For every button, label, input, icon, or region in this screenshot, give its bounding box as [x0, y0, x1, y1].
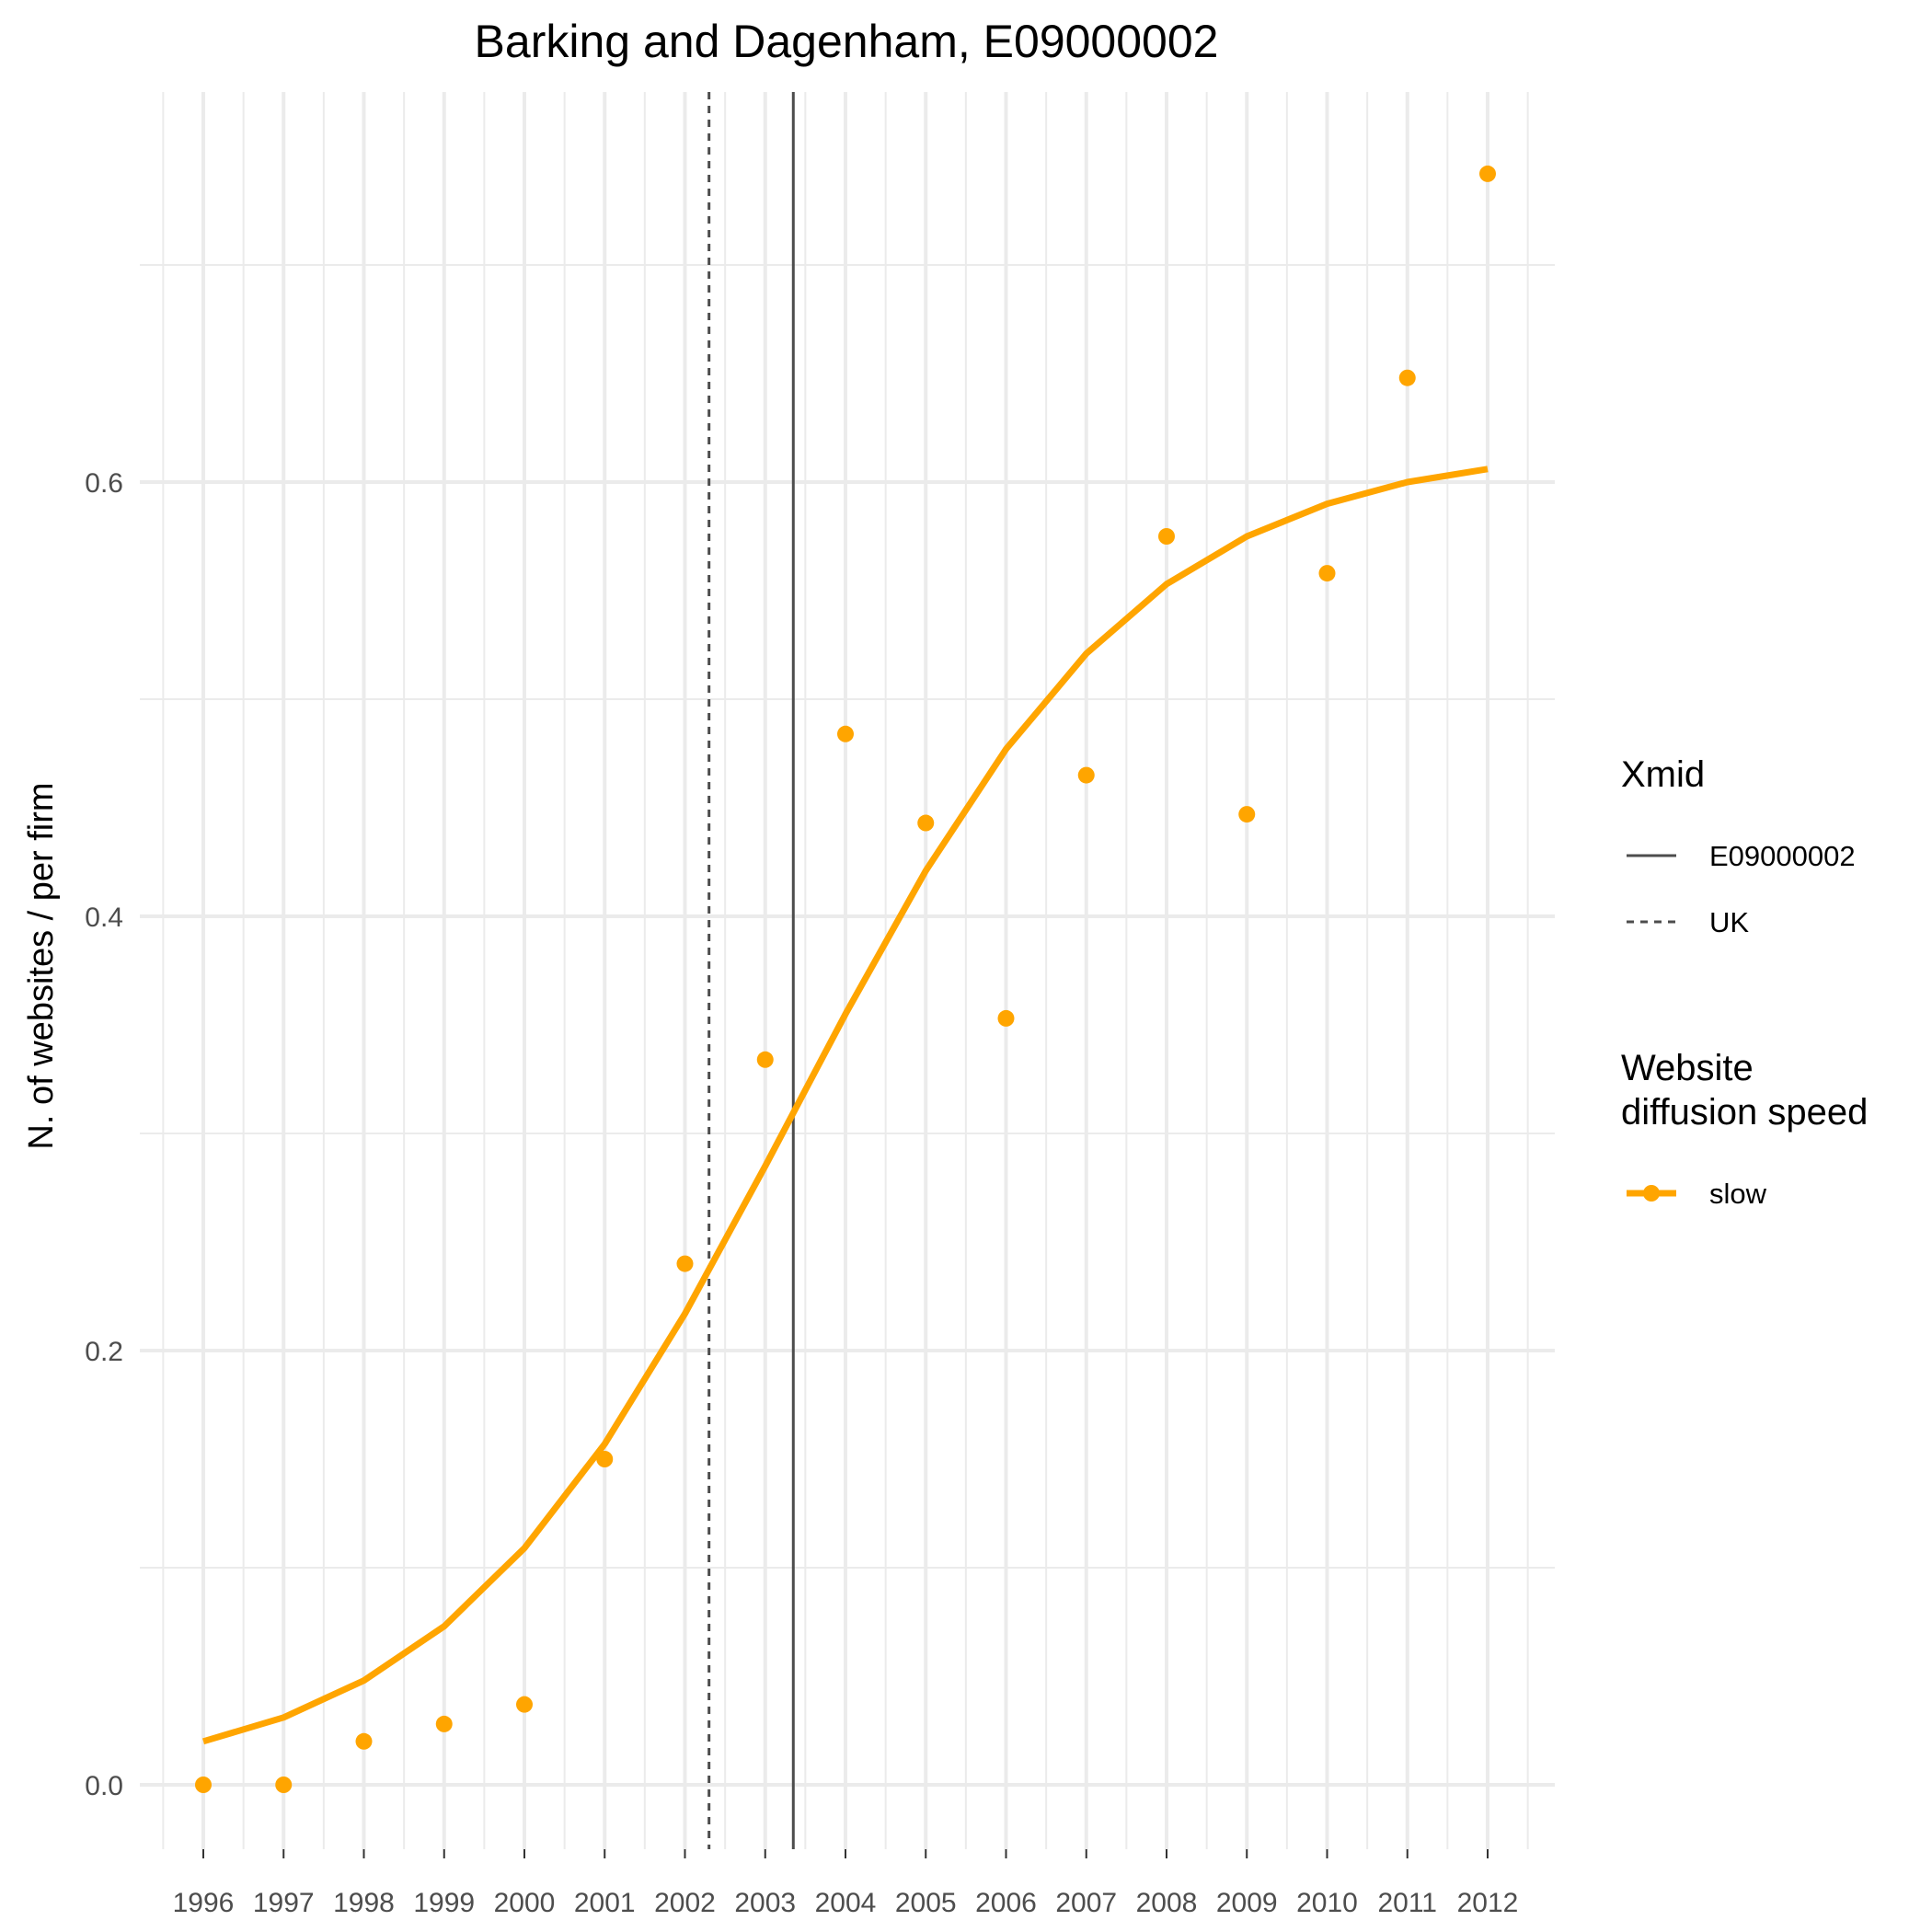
fitted-curve — [202, 466, 1489, 1745]
x-tick-label: 1997 — [253, 1888, 315, 1918]
data-point — [195, 1777, 212, 1793]
data-point — [1318, 565, 1336, 582]
y-tick-label: 0.6 — [85, 468, 123, 499]
x-tick-label: 2012 — [1457, 1888, 1519, 1918]
legend-item-label: E09000002 — [1709, 840, 1856, 872]
x-tick-label: 2007 — [1055, 1888, 1117, 1918]
data-point — [676, 1255, 694, 1272]
data-point — [1238, 806, 1256, 823]
data-point — [756, 1051, 774, 1068]
data-point — [355, 1732, 373, 1750]
x-tick-label: 2008 — [1136, 1888, 1198, 1918]
x-tick-label: 2003 — [734, 1888, 796, 1918]
data-point — [516, 1696, 533, 1713]
legend-title: diffusion speed — [1621, 1092, 1868, 1133]
x-tick-label: 2001 — [574, 1888, 636, 1918]
data-point — [997, 1009, 1015, 1027]
data-point — [596, 1451, 614, 1467]
fitted-line-slow — [202, 466, 1489, 1745]
legend-key-point — [1643, 1185, 1660, 1202]
x-tick-label: 2004 — [815, 1888, 877, 1918]
reference-lines — [707, 92, 795, 1849]
grid-minor — [140, 92, 1555, 1849]
y-tick-label: 0.0 — [85, 1771, 123, 1801]
x-tick-label: 2000 — [494, 1888, 556, 1918]
x-tick-label: 2010 — [1296, 1888, 1358, 1918]
y-tick-label: 0.4 — [85, 903, 123, 933]
x-tick-label: 2009 — [1216, 1888, 1278, 1918]
x-tick-label: 2006 — [975, 1888, 1037, 1918]
legend-title: Website — [1621, 1048, 1754, 1088]
legend-item-label: UK — [1709, 906, 1749, 938]
x-tick-label: 2005 — [895, 1888, 957, 1918]
x-tick-label: 1999 — [413, 1888, 475, 1918]
x-axis-ticks: 1996 1997 1998 1999 2000 2001 2002 2003 2004 2005… — [173, 1849, 1519, 1918]
data-point — [435, 1715, 453, 1732]
grid-major — [140, 92, 1555, 1849]
legend-item-label: slow — [1709, 1178, 1767, 1210]
x-tick-label: 2002 — [654, 1888, 716, 1918]
x-tick-label: 1998 — [333, 1888, 395, 1918]
data-point — [275, 1777, 293, 1793]
data-point — [917, 814, 935, 832]
y-axis-title: N. of websites / per firm — [22, 782, 61, 1149]
data-point — [1158, 528, 1175, 545]
y-axis-ticks: 0.0 0.2 0.4 0.6 — [85, 468, 123, 1801]
data-point — [837, 725, 854, 742]
legend-title: Xmid — [1621, 754, 1705, 795]
chart-title: Barking and Dagenham, E09000002 — [475, 16, 1219, 67]
y-tick-label: 0.2 — [85, 1337, 123, 1367]
data-points — [195, 165, 1496, 1793]
x-tick-label: 1996 — [173, 1888, 235, 1918]
data-point — [1398, 369, 1416, 386]
x-tick-label: 2011 — [1377, 1888, 1437, 1918]
data-point — [1077, 766, 1095, 784]
data-point — [1479, 165, 1496, 182]
